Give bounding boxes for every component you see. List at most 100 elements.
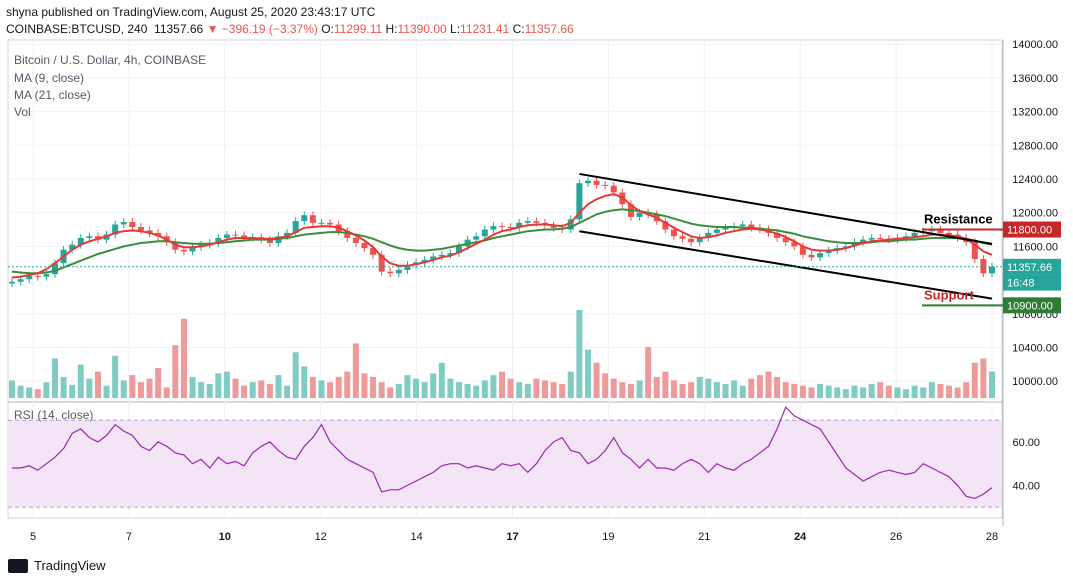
candle-body: [232, 234, 239, 236]
candle-body: [241, 235, 248, 238]
volume-legend[interactable]: Vol: [14, 105, 31, 119]
volume-bar: [112, 355, 119, 398]
volume-bar: [155, 368, 162, 398]
candle-body: [748, 224, 755, 228]
price-label-box: [1003, 258, 1061, 275]
volume-bar: [705, 378, 712, 398]
volume-bar: [541, 380, 548, 398]
volume-bar: [559, 383, 566, 398]
volume-bar: [464, 383, 471, 398]
candle-body: [137, 227, 144, 231]
price-label-box: [1003, 221, 1061, 238]
price-tick-label: 14000.00: [1012, 39, 1058, 51]
candle-body: [739, 224, 746, 227]
volume-bar: [17, 385, 24, 398]
candle-body: [327, 222, 334, 225]
volume-bar: [748, 378, 755, 398]
candle-body: [370, 248, 377, 255]
candle-body: [782, 237, 789, 243]
x-tick-label: 26: [890, 531, 902, 543]
volume-bar: [963, 382, 970, 398]
volume-bar: [378, 382, 385, 398]
candle-body: [387, 271, 394, 274]
price-change: −396.19 (−3.37%): [221, 22, 318, 36]
candle-body: [533, 221, 540, 223]
ma9-line: [11, 193, 993, 279]
volume-bar: [301, 366, 308, 398]
volume-bar: [86, 378, 93, 398]
volume-bar: [284, 385, 291, 398]
volume-bar: [51, 358, 58, 398]
candle-body: [860, 239, 867, 243]
price-tick-label: 12000.00: [1012, 208, 1058, 220]
volume-bar: [309, 376, 316, 398]
volume-bar: [868, 383, 875, 398]
candle-body: [215, 237, 222, 244]
candle-body: [430, 256, 437, 260]
x-tick-label: 7: [126, 531, 132, 543]
candle-body: [9, 281, 15, 284]
resistance-trendline: [579, 172, 993, 245]
volume-bar: [370, 376, 377, 398]
x-tick-label: 21: [698, 531, 710, 543]
volume-bar: [791, 383, 798, 398]
ma21-legend[interactable]: MA (21, close): [14, 88, 91, 102]
rsi-legend[interactable]: RSI (14, close): [14, 408, 94, 422]
rsi-line: [12, 406, 993, 500]
candle-body: [980, 259, 987, 274]
volume-bar: [799, 385, 806, 398]
volume-bar: [26, 387, 33, 398]
volume-bar: [645, 346, 652, 398]
resistance-annotation: Resistance: [924, 212, 993, 227]
ma9-legend[interactable]: MA (9, close): [14, 71, 85, 85]
candle-body: [937, 229, 944, 233]
volume-bar: [937, 383, 944, 398]
high-value: 11390.00: [397, 22, 447, 36]
volume-bar: [808, 387, 815, 398]
low-label: L:: [450, 22, 461, 36]
candle-body: [180, 249, 187, 252]
volume-bar: [438, 362, 445, 398]
volume-bar: [292, 352, 299, 398]
low-value: 11231.41: [460, 22, 510, 36]
volume-bar: [206, 383, 213, 398]
volume-bar: [344, 371, 351, 398]
volume-bar: [490, 375, 497, 398]
price-label-text: 11800.00: [1007, 225, 1052, 237]
volume-bar: [696, 376, 703, 398]
candle-body: [576, 183, 583, 220]
volume-bar: [946, 385, 953, 398]
quote-line: COINBASE:BTCUSD, 240 11357.66 ▼ −396.19 …: [6, 22, 574, 36]
volume-bar: [404, 375, 411, 398]
volume-bar: [258, 380, 265, 398]
x-tick-label: 19: [602, 531, 614, 543]
support-annotation: Support: [924, 287, 974, 302]
candle-body: [86, 236, 93, 238]
price-label-box: [1003, 274, 1061, 291]
volume-bar: [335, 376, 342, 398]
volume-bar: [713, 382, 720, 398]
candle-body: [817, 253, 824, 258]
candle-body: [69, 244, 76, 250]
candle-body: [774, 232, 781, 238]
candle-body: [395, 269, 402, 274]
volume-bar: [318, 380, 325, 398]
candle-body: [51, 263, 58, 275]
candle-body: [679, 236, 686, 239]
candle-body: [404, 264, 411, 270]
close-label: C:: [512, 22, 525, 36]
volume-bar: [653, 376, 660, 398]
volume-bar: [223, 371, 230, 398]
candle-body: [438, 254, 445, 257]
candle-body: [696, 237, 703, 243]
volume-bar: [920, 387, 927, 398]
volume-bar: [499, 371, 505, 398]
candle-body: [490, 226, 497, 230]
open-value: 11299.11: [333, 22, 383, 36]
tradingview-logo-icon: [8, 558, 28, 573]
volume-bar: [387, 387, 394, 398]
open-label: O:: [321, 22, 334, 36]
volume-bar: [266, 383, 273, 398]
price-tick-label: 13200.00: [1012, 107, 1058, 119]
